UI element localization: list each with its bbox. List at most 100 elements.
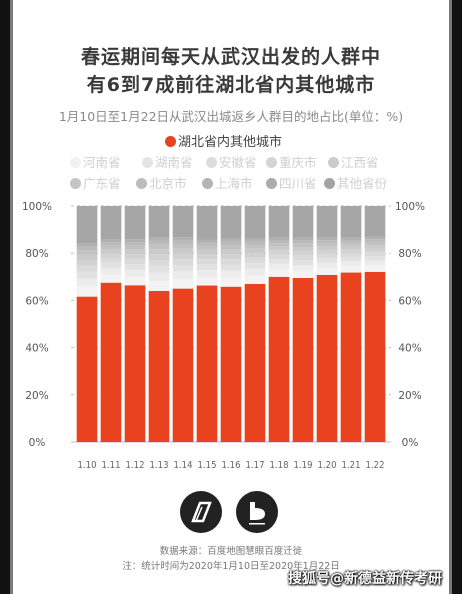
bar-segment-province (340, 256, 362, 262)
right-border-inner (449, 0, 452, 594)
bar-segment-province (268, 254, 290, 260)
bar-segment-province (268, 243, 290, 247)
x-tick-label: 1.18 (269, 460, 288, 471)
x-tick-label: 1.20 (317, 460, 336, 471)
x-axis: 1.10 1.11 1.12 1.13 1.14 1.15 1.16 1.17 1.18 1.19… (77, 460, 384, 471)
legend-item-other: 其他省份 (324, 173, 387, 192)
bar-segment-province (268, 240, 290, 244)
bar-segment-province (364, 260, 386, 266)
left-border-inner (10, 0, 13, 594)
bar-segment-province (76, 246, 98, 251)
bar-segment-province (100, 257, 122, 263)
bar-segment-province (124, 254, 146, 259)
y-tick-label-left: 80% (25, 248, 48, 260)
y-tick-label-right: 60% (398, 295, 421, 307)
y-axis-right: 0% 20% 40% 60% 80% 100% (395, 201, 425, 449)
y-tick-label-right: 100% (395, 201, 425, 213)
legend-item-jiangxi: 江西省 (328, 152, 379, 171)
bar-segment-province (220, 277, 242, 287)
bar-segment-province (292, 270, 314, 278)
bar-segment-hubei (364, 271, 386, 442)
y-tick-label-left: 0% (29, 437, 46, 449)
bar-segment-hubei (124, 285, 146, 442)
bar-segment-province (340, 261, 362, 267)
bar-segment-province (316, 206, 338, 238)
bar-segment-hubei (292, 277, 314, 442)
bar-segment-province (76, 271, 98, 279)
bar-segment-province (268, 263, 290, 270)
bar-segment-province (244, 244, 266, 249)
bar-segment-province (220, 249, 242, 255)
legend-swatch (324, 178, 335, 189)
y-tick-label-left: 60% (25, 295, 48, 307)
bar-segment-province (364, 248, 386, 253)
right-border (452, 0, 462, 594)
bar-segment-province (124, 239, 146, 243)
y-tick-label-left: 40% (25, 343, 48, 355)
bar-segment-hubei (316, 274, 338, 442)
bar-segment-province (196, 264, 218, 270)
bar-segment-province (316, 258, 338, 263)
bar-segment-province (268, 259, 290, 264)
legend-item-hunan: 湖南省 (142, 152, 193, 171)
bar-segment-province (172, 237, 194, 241)
bar-segment-province (172, 271, 194, 280)
bar-segment-province (172, 244, 194, 249)
bar-segment-province (364, 252, 386, 257)
bar-segment-hubei (172, 288, 194, 442)
bar-segment-province (316, 253, 338, 259)
bar-segment-province (268, 250, 290, 255)
y-tick-label-right: 40% (398, 343, 421, 355)
bar-segment-hubei (76, 296, 98, 442)
bar-segment-province (244, 275, 266, 284)
bar-segment-province (340, 249, 362, 253)
bar-segment-province (100, 239, 122, 243)
bar-segment-province (220, 264, 242, 271)
bar-segment-province (292, 251, 314, 256)
bar-segment-province (292, 260, 314, 265)
bar-segment-province (100, 274, 122, 283)
bar-segment-province (124, 276, 146, 286)
bar-segment-province (364, 239, 386, 242)
y-tick-label-left: 20% (25, 390, 48, 402)
title-line-1: 春运期间每天从武汉出发的人群中 (80, 46, 381, 68)
bar-segment-province (316, 262, 338, 269)
y-tick-label-right: 80% (398, 248, 421, 260)
bar-segment-province (196, 269, 218, 278)
bar-segment-province (196, 239, 218, 243)
bar-segment-province (196, 249, 218, 255)
bar-segment-province (76, 250, 98, 255)
bar-segment-province (364, 241, 386, 245)
bar-segment-province (196, 206, 218, 240)
bar-segment-province (172, 279, 194, 289)
bar-segment-hubei (244, 283, 266, 442)
x-tick-label: 1.11 (101, 460, 120, 471)
bar-segment-province (124, 206, 146, 240)
legend-item-beijing: 北京市 (136, 173, 187, 192)
bar-segment-province (244, 206, 266, 239)
bar-segment-province (76, 286, 98, 297)
bar-segment-province (76, 260, 98, 266)
bar-segment-province (172, 206, 194, 238)
bar-segment-hubei (268, 276, 290, 442)
bar-segment-province (292, 240, 314, 244)
bar-segment-province (244, 268, 266, 276)
bar-segment-province (340, 239, 362, 243)
bar-segment-province (220, 206, 242, 239)
y-axis-left: 0% 20% 40% 60% 80% 100% (22, 201, 52, 449)
bar-segment-province (148, 266, 170, 273)
legend-swatch (165, 136, 176, 147)
bar-segment-hubei (196, 285, 218, 442)
bar-segment-province (148, 254, 170, 261)
bar-segment-province (148, 281, 170, 291)
legend-swatch (206, 157, 217, 168)
legend-item-sichuan: 四川省 (266, 173, 317, 192)
bar-segment-province (76, 265, 98, 272)
x-tick-label: 1.15 (197, 460, 216, 471)
bar-segment-province (364, 236, 386, 240)
bar-segment-province (220, 270, 242, 278)
legend-swatch (266, 178, 277, 189)
bar-segment-province (268, 246, 290, 251)
watermark: 搜狐号@新德益新传考研 (288, 571, 442, 587)
bar-segment-province (364, 244, 386, 249)
